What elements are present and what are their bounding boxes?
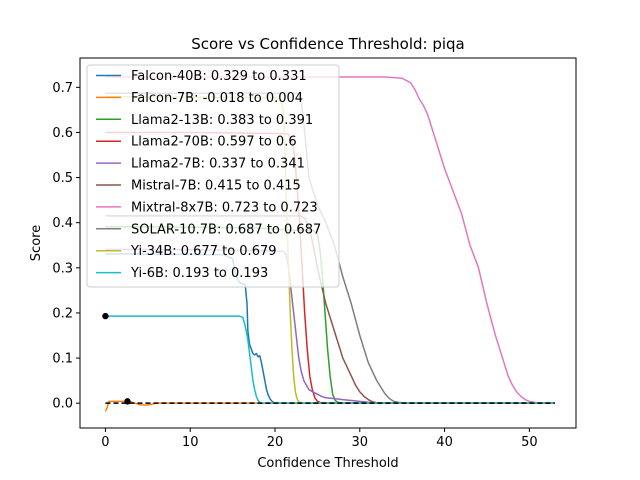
y-tick-label: 0.6	[52, 126, 73, 141]
marker-point-0	[102, 312, 109, 320]
marker-point-1	[124, 398, 131, 405]
y-tick-label: 0.0	[52, 397, 73, 412]
legend-entry-2: Llama2-13B: 0.383 to 0.391	[96, 113, 313, 128]
legend-label: Falcon-40B: 0.329 to 0.331	[131, 69, 307, 84]
legend-box	[86, 64, 340, 288]
y-axis-ticks: 0.0 0.1 0.2 0.3 0.4 0.5 0.6 0.7	[52, 81, 80, 412]
x-tick-label: 40	[436, 435, 453, 450]
legend-label: Yi-6B: 0.193 to 0.193	[130, 266, 268, 281]
legend-label: Llama2-13B: 0.383 to 0.391	[131, 113, 313, 128]
legend-entry-1: Falcon-7B: -0.018 to 0.004	[96, 91, 303, 106]
legend-entry-6: Mixtral-8x7B: 0.723 to 0.723	[96, 200, 318, 215]
y-tick-label: 0.7	[52, 81, 73, 96]
y-tick-label: 0.4	[52, 216, 73, 231]
marker-layer	[102, 312, 131, 405]
legend-entry-7: SOLAR-10.7B: 0.687 to 0.687	[96, 222, 321, 237]
legend-entry-8: Yi-34B: 0.677 to 0.679	[96, 244, 277, 259]
y-tick-label: 0.3	[52, 261, 73, 276]
legend-entry-3: Llama2-70B: 0.597 to 0.6	[96, 135, 297, 150]
y-axis-label: Score	[29, 225, 44, 261]
legend-entries: Falcon-40B: 0.329 to 0.331 Falcon-7B: -0.…	[96, 69, 321, 281]
x-tick-label: 20	[267, 435, 284, 450]
x-tick-label: 0	[101, 435, 109, 450]
x-tick-label: 30	[352, 435, 369, 450]
legend: Falcon-40B: 0.329 to 0.331 Falcon-7B: -0.…	[86, 64, 340, 288]
x-tick-label: 50	[521, 435, 538, 450]
legend-label: Llama2-7B: 0.337 to 0.341	[131, 157, 305, 172]
x-tick-label: 10	[182, 435, 199, 450]
legend-label: Falcon-7B: -0.018 to 0.004	[131, 91, 303, 106]
legend-label: SOLAR-10.7B: 0.687 to 0.687	[131, 222, 321, 237]
legend-label: Yi-34B: 0.677 to 0.679	[130, 244, 277, 259]
legend-entry-4: Llama2-7B: 0.337 to 0.341	[96, 157, 305, 172]
legend-entry-0: Falcon-40B: 0.329 to 0.331	[96, 69, 307, 84]
plot-frame	[79, 57, 577, 429]
legend-label: Mixtral-8x7B: 0.723 to 0.723	[131, 200, 318, 215]
x-axis-ticks: 0 10 20 30 40 50	[101, 428, 538, 450]
y-tick-label: 0.1	[52, 352, 73, 367]
chart-title: Score vs Confidence Threshold: piqa	[191, 35, 465, 53]
y-tick-label: 0.5	[52, 171, 73, 186]
x-axis-label: Confidence Threshold	[257, 456, 398, 471]
legend-label: Llama2-70B: 0.597 to 0.6	[131, 135, 297, 150]
legend-entry-5: Mistral-7B: 0.415 to 0.415	[96, 179, 301, 194]
legend-label: Mistral-7B: 0.415 to 0.415	[131, 179, 301, 194]
legend-entry-9: Yi-6B: 0.193 to 0.193	[96, 266, 268, 281]
y-tick-label: 0.2	[52, 306, 73, 321]
